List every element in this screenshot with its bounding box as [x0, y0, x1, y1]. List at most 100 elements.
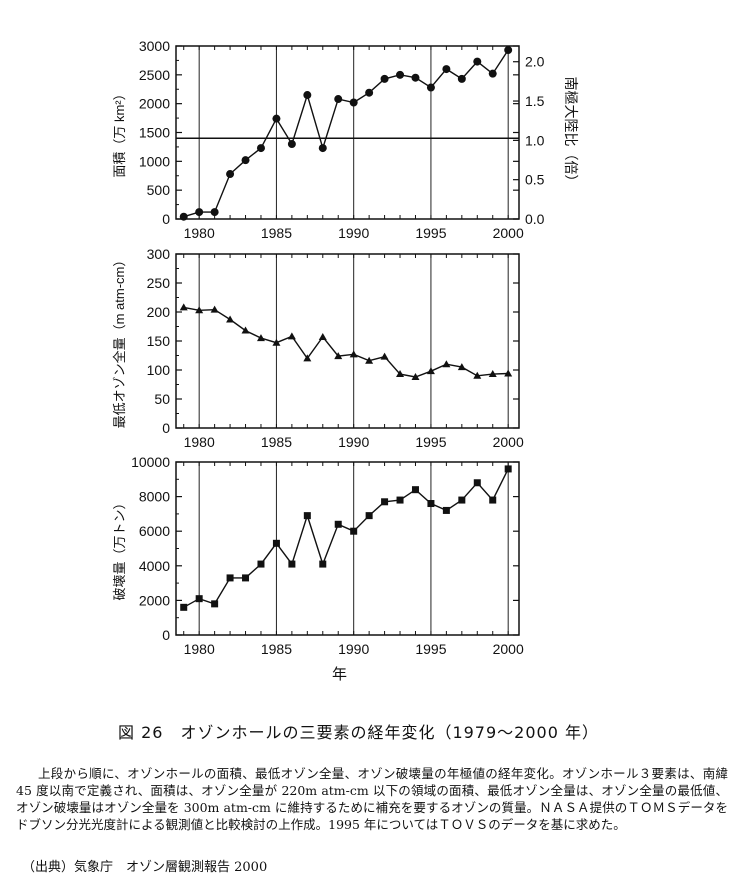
data-point: [272, 539, 280, 547]
data-point: [488, 370, 497, 378]
data-point: [365, 512, 373, 520]
y-tick-label: 100: [147, 362, 171, 378]
y-tick-label: 200: [147, 304, 171, 320]
y-tick-label: 6000: [139, 523, 170, 539]
area-chart: 0 500 1000 1500 2000 2500 3000 1980 1985 1990 1995…: [112, 38, 579, 241]
y-tick-label: 1500: [139, 125, 170, 141]
y-tick-label: 8000: [139, 489, 170, 505]
data-point: [257, 560, 265, 568]
data-point: [303, 512, 311, 520]
data-point: [318, 332, 327, 340]
y2-tick-label: 0.0: [525, 211, 545, 227]
data-point: [349, 350, 358, 358]
y2-tick-label: 1.5: [525, 93, 545, 109]
data-point: [226, 170, 235, 179]
x-tick-label: 1985: [261, 434, 292, 450]
y-tick-label: 500: [147, 182, 171, 198]
data-point: [288, 560, 296, 568]
data-point: [287, 140, 296, 149]
x-tick-label: 1990: [338, 641, 369, 657]
data-point: [334, 95, 343, 104]
data-point: [426, 83, 435, 92]
y2-tick-label: 0.5: [525, 172, 545, 188]
data-point: [180, 603, 188, 611]
data-point: [179, 303, 188, 311]
data-point: [241, 156, 250, 165]
x-axis-label: 年: [332, 666, 347, 683]
data-point: [473, 479, 481, 487]
min-ozone-chart: 0 50 100 150 200 250 300 1980 1985 1990 1995 2000 最低…: [112, 246, 524, 450]
data-point: [426, 367, 435, 375]
y-tick-label: 2000: [139, 592, 170, 608]
y2-tick-label: 2.0: [525, 54, 545, 70]
y-tick-label: 2000: [139, 96, 170, 112]
x-tick-label: 1995: [415, 434, 446, 450]
data-point: [256, 334, 265, 342]
data-point: [319, 560, 327, 568]
data-point: [241, 326, 250, 334]
y-axis-label: 最低オゾン全量（m atm-cm）: [112, 254, 127, 429]
data-point: [195, 208, 204, 217]
data-point: [211, 600, 219, 608]
x-tick-label: 1990: [338, 225, 369, 241]
y-tick-label: 0: [162, 211, 170, 227]
data-point: [457, 74, 466, 83]
plot-frame: [175, 253, 520, 429]
data-point: [396, 496, 404, 504]
data-point: [287, 332, 296, 340]
figure-caption-body: 上段から順に、オゾンホールの面積、最低オゾン全量、オゾン破壊量の年極値の経年変化…: [16, 766, 728, 832]
x-tick-label: 2000: [493, 641, 524, 657]
destruction-chart: 0 2000 4000 6000 8000 10000 1980 1985 1990 1995 20…: [112, 454, 524, 683]
data-point: [179, 212, 188, 221]
series-line: [183, 306, 509, 378]
data-point: [504, 46, 513, 55]
y-tick-label: 4000: [139, 558, 170, 574]
y-tick-label: 0: [162, 627, 170, 643]
data-point: [226, 315, 235, 323]
data-point: [303, 354, 312, 362]
x-tick-label: 1980: [184, 434, 215, 450]
y-tick-label: 300: [147, 246, 171, 262]
data-point: [427, 500, 435, 508]
x-tick-label: 2000: [493, 434, 524, 450]
y-axis-label: 面積（万 km²）: [112, 87, 127, 177]
data-point: [380, 352, 389, 360]
data-point: [318, 144, 327, 153]
series-line: [183, 49, 509, 218]
data-point: [350, 527, 358, 535]
data-point: [442, 65, 451, 74]
plot-frame: [175, 461, 520, 636]
x-tick-label: 2000: [493, 225, 524, 241]
x-tick-label: 1980: [184, 225, 215, 241]
data-point: [349, 98, 358, 107]
figure-source: （出典）気象庁 オゾン層観測報告 2000: [22, 860, 268, 875]
data-point: [411, 73, 420, 82]
y-tick-label: 1000: [139, 153, 170, 169]
data-point: [489, 496, 497, 504]
data-point: [334, 520, 342, 528]
data-point: [442, 360, 451, 368]
y-tick-label: 10000: [131, 454, 170, 470]
data-point: [226, 574, 234, 582]
x-tick-label: 1985: [261, 641, 292, 657]
y-tick-label: 50: [154, 391, 170, 407]
data-point: [303, 91, 312, 100]
data-point: [210, 305, 219, 313]
figure-caption-title: 図 26 オゾンホールの三要素の経年変化（1979〜2000 年）: [118, 723, 599, 742]
data-point: [458, 496, 466, 504]
data-point: [411, 486, 419, 494]
data-point: [242, 574, 250, 582]
data-point: [365, 88, 374, 97]
data-point: [396, 70, 405, 79]
data-point: [442, 506, 450, 514]
data-point: [210, 208, 219, 217]
data-point: [256, 144, 265, 153]
data-point: [396, 370, 405, 378]
x-tick-label: 1985: [261, 225, 292, 241]
series-line: [183, 468, 509, 608]
x-tick-label: 1980: [184, 641, 215, 657]
data-point: [272, 114, 281, 123]
y-tick-label: 250: [147, 275, 171, 291]
data-point: [381, 498, 389, 506]
